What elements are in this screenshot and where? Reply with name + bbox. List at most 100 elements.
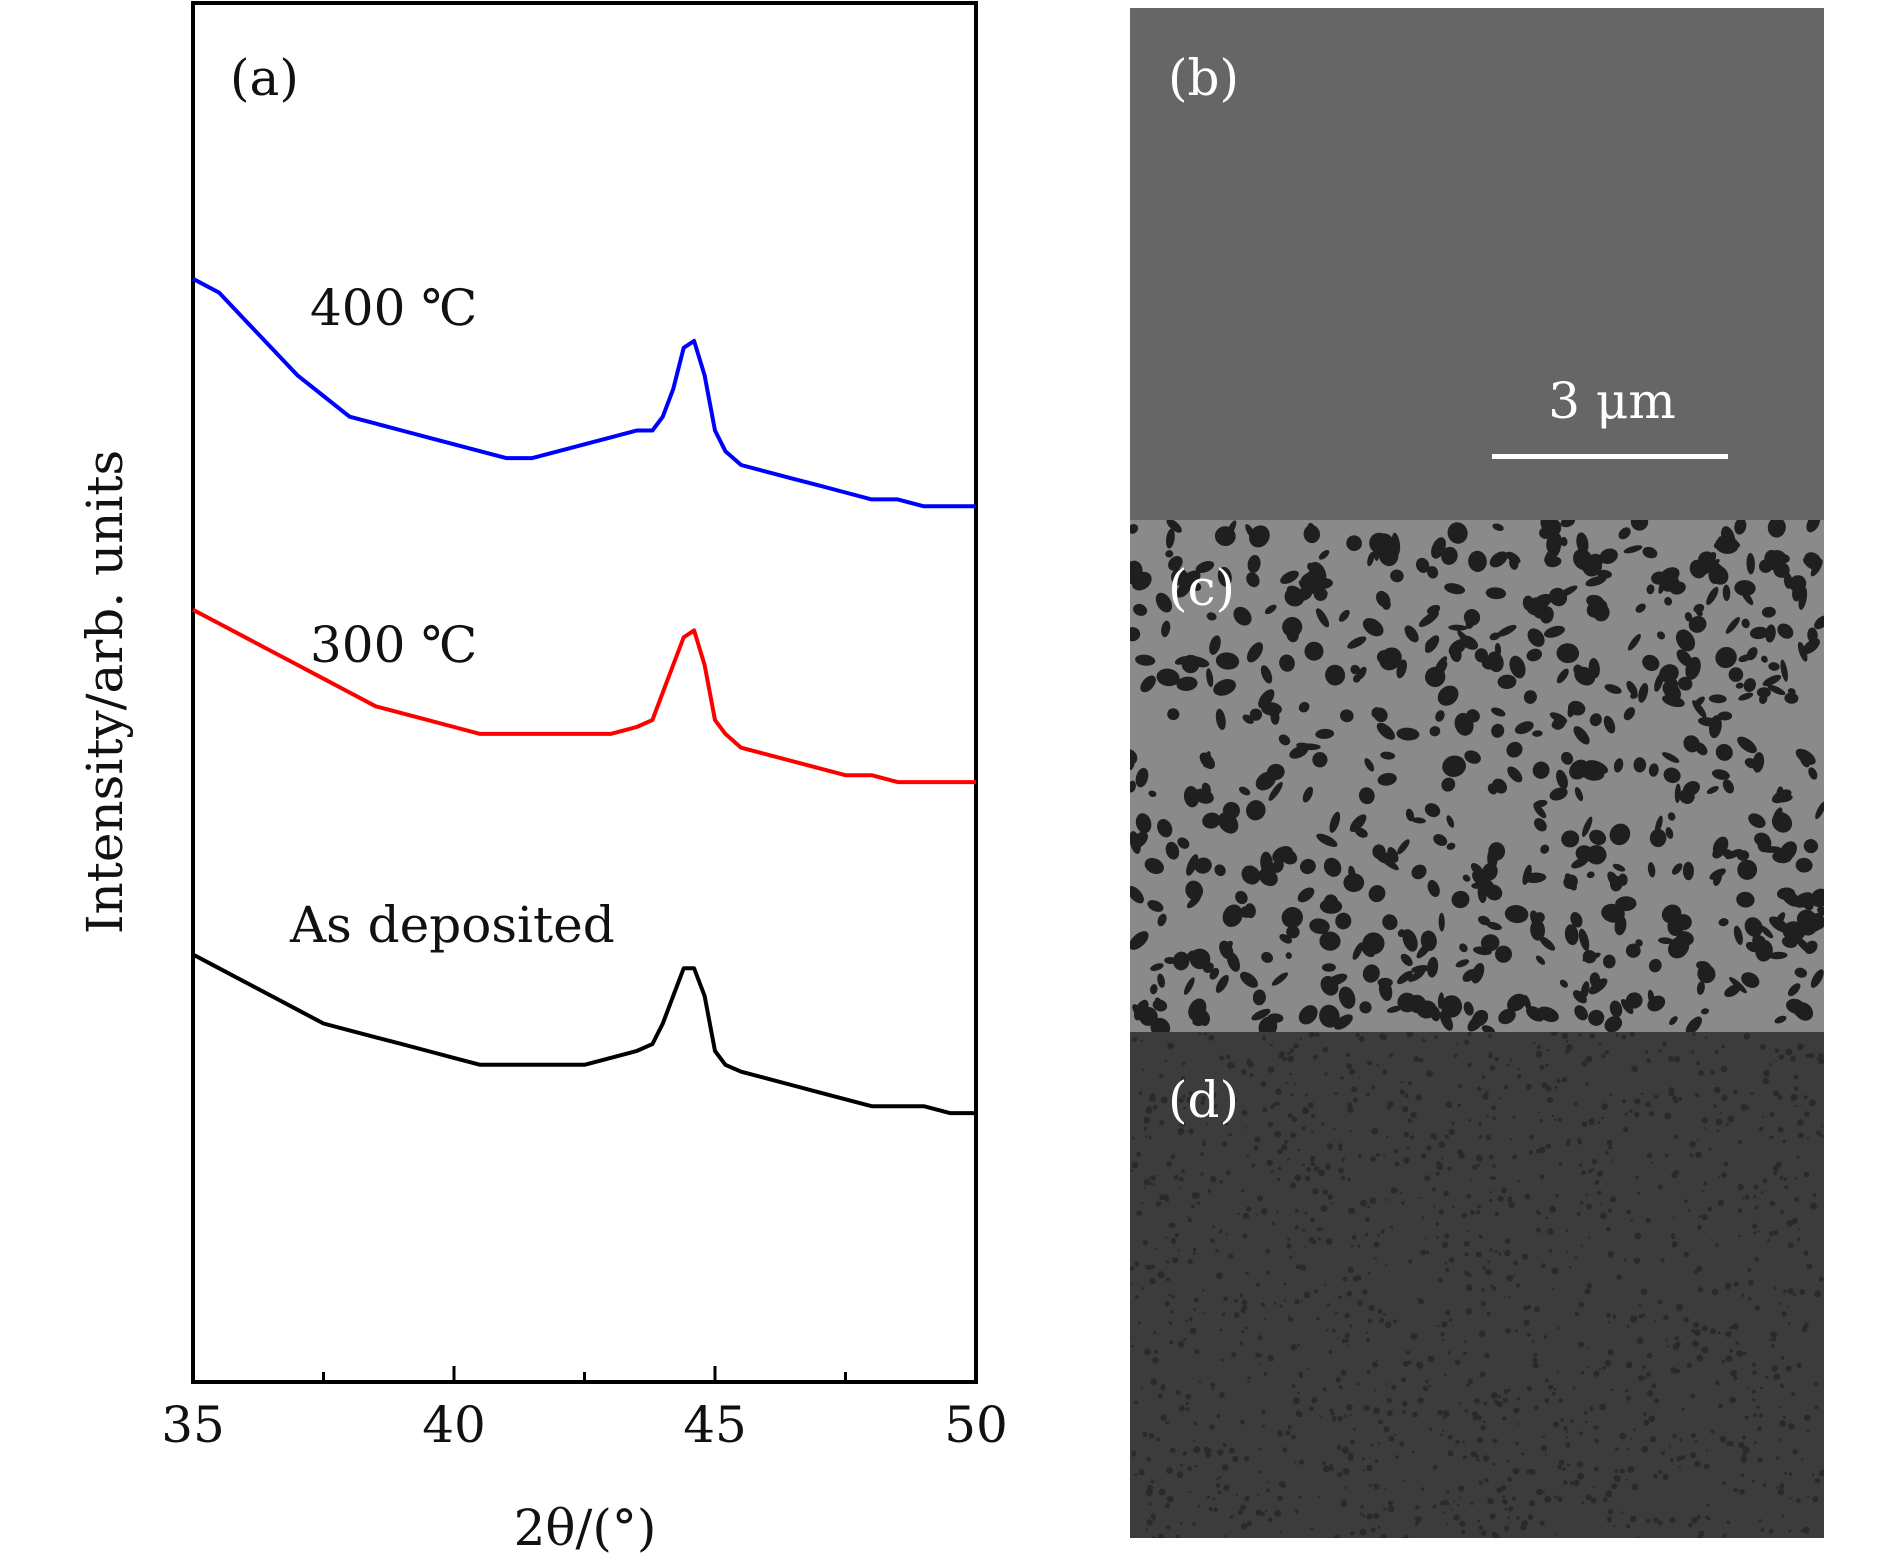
sem-d-speck — [1590, 1168, 1594, 1172]
sem-d-speck — [1160, 1414, 1167, 1421]
sem-d-speck — [1166, 1161, 1172, 1167]
sem-d-speck — [1193, 1297, 1199, 1303]
sem-d-speck — [1480, 1530, 1487, 1536]
sem-d-speck — [1274, 1130, 1282, 1138]
sem-d-speck — [1487, 1497, 1494, 1505]
sem-d-speck — [1131, 1161, 1139, 1169]
sem-d-speck — [1311, 1397, 1318, 1404]
sem-d-speck — [1492, 1462, 1496, 1466]
sem-d-speck — [1132, 1037, 1138, 1042]
sem-d-speck — [1535, 1227, 1541, 1233]
sem-c-grain — [1803, 557, 1816, 570]
sem-d-speck — [1506, 1459, 1510, 1463]
sem-d-speck — [1553, 1387, 1556, 1391]
sem-c-grain — [1496, 624, 1517, 637]
sem-d-speck — [1222, 1443, 1227, 1447]
sem-d-speck — [1267, 1481, 1270, 1484]
sem-d-speck — [1613, 1475, 1621, 1483]
sem-c-grain — [1589, 829, 1607, 846]
series-label-300: 300 ℃ — [310, 616, 477, 674]
sem-c-grain — [1810, 888, 1824, 908]
sem-c-grains — [1130, 520, 1824, 1032]
sem-d-speck — [1815, 1130, 1822, 1136]
sem-c-grain — [1546, 532, 1562, 555]
sem-d-speck — [1533, 1041, 1536, 1045]
sem-d-speck — [1260, 1512, 1265, 1517]
sem-d-speck — [1313, 1166, 1320, 1172]
sem-d-speck — [1504, 1249, 1511, 1257]
sem-c-grain — [1130, 749, 1138, 765]
sem-d-speck — [1395, 1455, 1399, 1459]
sem-c-grain — [1268, 781, 1283, 801]
sem-d-speck — [1605, 1226, 1611, 1232]
sem-d-speck — [1566, 1044, 1573, 1051]
sem-c-grain — [1625, 992, 1643, 1009]
sem-d-speck — [1311, 1113, 1316, 1118]
sem-d-speck — [1753, 1231, 1757, 1235]
sem-d-speck — [1565, 1229, 1569, 1232]
sem-c-grain — [1756, 687, 1771, 698]
sem-c-grain — [1177, 837, 1190, 849]
sem-c-grain — [1671, 863, 1683, 875]
sem-d-speck — [1631, 1483, 1639, 1491]
sem-d-speck — [1188, 1091, 1192, 1095]
sem-d-speck — [1188, 1258, 1192, 1263]
sem-d-speck — [1331, 1202, 1334, 1204]
sem-d-speck — [1246, 1380, 1250, 1383]
sem-d-speck — [1544, 1496, 1552, 1503]
sem-d-speck — [1159, 1120, 1165, 1126]
sem-d-speck — [1757, 1457, 1763, 1463]
sem-c-grain — [1338, 609, 1350, 622]
sem-d-speck — [1378, 1419, 1383, 1425]
sem-d-speck — [1478, 1135, 1483, 1139]
sem-d-speck — [1224, 1535, 1227, 1538]
sem-d-speck — [1259, 1470, 1263, 1474]
sem-d-speck — [1558, 1398, 1564, 1403]
sem-c-grain — [1151, 1021, 1161, 1030]
sem-d-speck — [1623, 1258, 1627, 1261]
sem-c-grain — [1315, 728, 1335, 739]
sem-d-speck — [1401, 1201, 1405, 1205]
series-label-400: 400 ℃ — [310, 279, 477, 337]
sem-d-speck — [1504, 1525, 1510, 1531]
sem-d-speck — [1319, 1227, 1323, 1231]
sem-d-speck — [1725, 1331, 1732, 1338]
sem-c-grain — [1761, 606, 1776, 618]
x-axis-label: 2θ/(°) — [514, 1499, 657, 1557]
sem-d-speck — [1678, 1096, 1683, 1101]
sem-d-speck — [1602, 1497, 1608, 1503]
sem-d-speck — [1394, 1161, 1400, 1167]
sem-d-speck — [1141, 1202, 1144, 1204]
sem-c-grain — [1762, 674, 1782, 687]
sem-c-grain — [1556, 769, 1568, 790]
sem-c-grain — [1242, 714, 1254, 724]
sem-d-speck — [1288, 1315, 1291, 1318]
sem-d-speck — [1646, 1372, 1651, 1377]
sem-c-grain — [1685, 1016, 1702, 1032]
sem-d-speck — [1526, 1468, 1532, 1475]
sem-d-speck — [1370, 1527, 1376, 1533]
sem-d-speck — [1521, 1253, 1528, 1260]
sem-d-speck — [1590, 1497, 1597, 1504]
sem-d-speck — [1605, 1490, 1613, 1498]
sem-d-speck — [1346, 1291, 1353, 1297]
sem-d-speck — [1442, 1338, 1445, 1341]
sem-d-speck — [1733, 1488, 1738, 1493]
sem-c-grain — [1382, 914, 1398, 931]
sem-d-speck — [1652, 1517, 1659, 1523]
sem-c-grain — [1683, 780, 1700, 797]
sem-c-grain — [1133, 999, 1149, 1021]
sem-c-grain — [1203, 751, 1211, 768]
sem-c-grain — [1540, 844, 1550, 854]
x-tick-label-1: 40 — [422, 1396, 486, 1454]
sem-d-speck — [1621, 1099, 1627, 1104]
sem-c-grain — [1222, 904, 1243, 928]
sem-d-speck — [1466, 1230, 1469, 1233]
sem-d-speck — [1689, 1141, 1696, 1148]
sem-c-grain — [1346, 535, 1362, 552]
sem-d-speck — [1584, 1420, 1588, 1424]
sem-d-speck — [1306, 1367, 1310, 1371]
sem-d-speck — [1283, 1299, 1287, 1303]
sem-d-speck — [1185, 1407, 1190, 1412]
sem-d-speck — [1164, 1300, 1170, 1307]
